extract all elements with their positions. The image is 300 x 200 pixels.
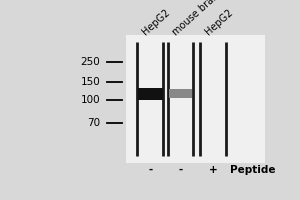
Text: 100: 100 xyxy=(81,95,100,105)
Text: -: - xyxy=(148,165,152,175)
Text: mouse brain: mouse brain xyxy=(170,0,222,37)
Bar xyxy=(169,89,191,98)
Text: 70: 70 xyxy=(87,118,100,128)
Text: HepG2: HepG2 xyxy=(140,7,172,37)
Text: +: + xyxy=(209,165,218,175)
Text: 150: 150 xyxy=(80,77,100,87)
Bar xyxy=(126,35,266,163)
Text: 250: 250 xyxy=(80,57,100,67)
Text: Peptide: Peptide xyxy=(230,165,276,175)
Bar xyxy=(138,88,163,100)
Text: HepG2: HepG2 xyxy=(203,7,234,37)
Text: -: - xyxy=(178,165,183,175)
